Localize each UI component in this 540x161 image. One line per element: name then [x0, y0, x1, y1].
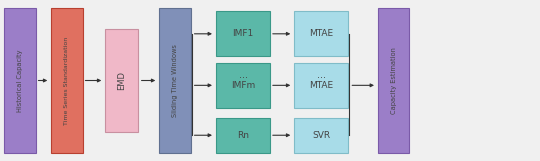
FancyBboxPatch shape [159, 8, 191, 153]
FancyBboxPatch shape [294, 118, 348, 153]
Text: Rn: Rn [237, 131, 249, 140]
Text: Historical Capacity: Historical Capacity [17, 49, 23, 112]
FancyBboxPatch shape [216, 63, 270, 108]
Text: IMFm: IMFm [231, 81, 255, 90]
Text: MTAE: MTAE [309, 81, 333, 90]
FancyBboxPatch shape [216, 11, 270, 56]
Text: Capacity Estimation: Capacity Estimation [390, 47, 397, 114]
FancyBboxPatch shape [294, 63, 348, 108]
Text: ...: ... [317, 70, 326, 80]
FancyBboxPatch shape [4, 8, 36, 153]
FancyBboxPatch shape [105, 29, 138, 132]
Text: Time Series Standardization: Time Series Standardization [64, 36, 70, 125]
Text: MTAE: MTAE [309, 29, 333, 38]
FancyBboxPatch shape [378, 8, 409, 153]
Text: IMF1: IMF1 [232, 29, 254, 38]
FancyBboxPatch shape [294, 11, 348, 56]
Text: ...: ... [239, 70, 247, 80]
FancyBboxPatch shape [51, 8, 83, 153]
Text: SVR: SVR [312, 131, 330, 140]
Text: Sliding Time Windows: Sliding Time Windows [172, 44, 178, 117]
Text: EMD: EMD [117, 71, 126, 90]
FancyBboxPatch shape [216, 118, 270, 153]
